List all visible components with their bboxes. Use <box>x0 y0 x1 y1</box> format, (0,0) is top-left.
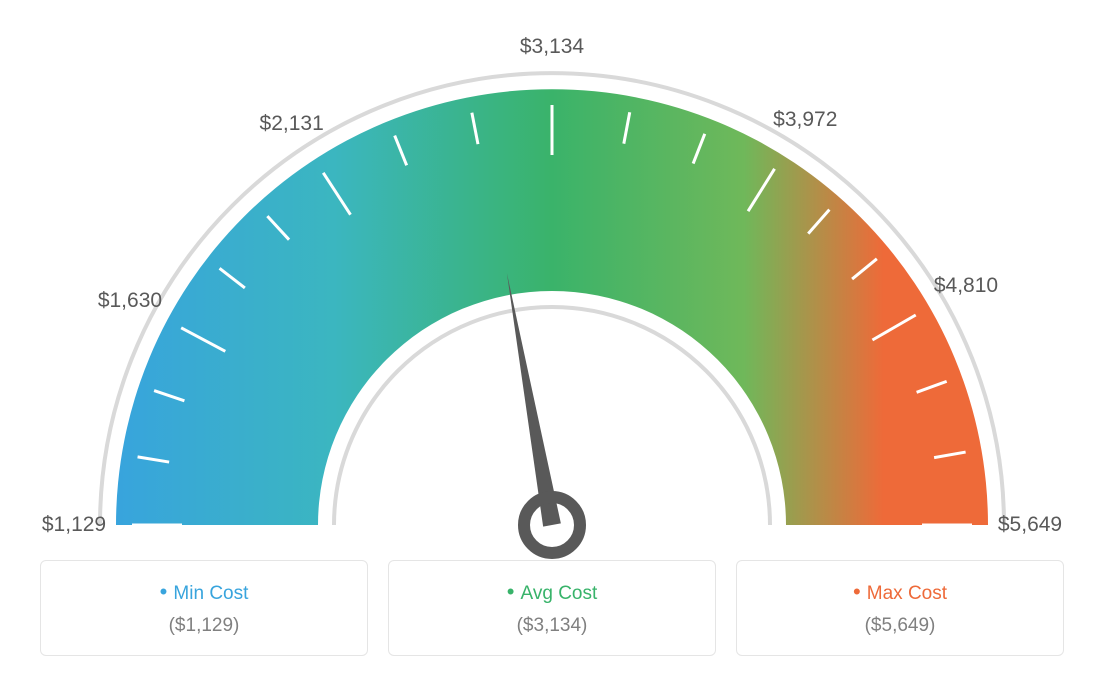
gauge-area: $1,129 $1,630 $2,131 $3,134 $3,972 $4,810 $5,6… <box>0 0 1104 560</box>
gauge-tick-label: $4,810 <box>934 274 998 298</box>
legend-value-min: ($1,129) <box>51 615 357 637</box>
gauge-tick-label: $1,630 <box>98 289 162 313</box>
legend-title-avg: Avg Cost <box>399 579 705 605</box>
legend-value-avg: ($3,134) <box>399 615 705 637</box>
legend-card-min: Min Cost ($1,129) <box>40 560 368 656</box>
gauge-tick-label: $3,972 <box>773 108 837 132</box>
cost-gauge-chart: $1,129 $1,630 $2,131 $3,134 $3,972 $4,810 $5,6… <box>0 0 1104 690</box>
legend-card-avg: Avg Cost ($3,134) <box>388 560 716 656</box>
gauge-tick-label: $1,129 <box>42 513 106 537</box>
legend-card-max: Max Cost ($5,649) <box>736 560 1064 656</box>
gauge-tick-label: $3,134 <box>520 35 584 59</box>
gauge-tick-label: $2,131 <box>260 112 324 136</box>
gauge-tick-label: $5,649 <box>998 513 1062 537</box>
legend-title-max: Max Cost <box>747 579 1053 605</box>
legend-title-min: Min Cost <box>51 579 357 605</box>
legend-value-max: ($5,649) <box>747 615 1053 637</box>
legend-row: Min Cost ($1,129) Avg Cost ($3,134) Max … <box>0 560 1104 656</box>
